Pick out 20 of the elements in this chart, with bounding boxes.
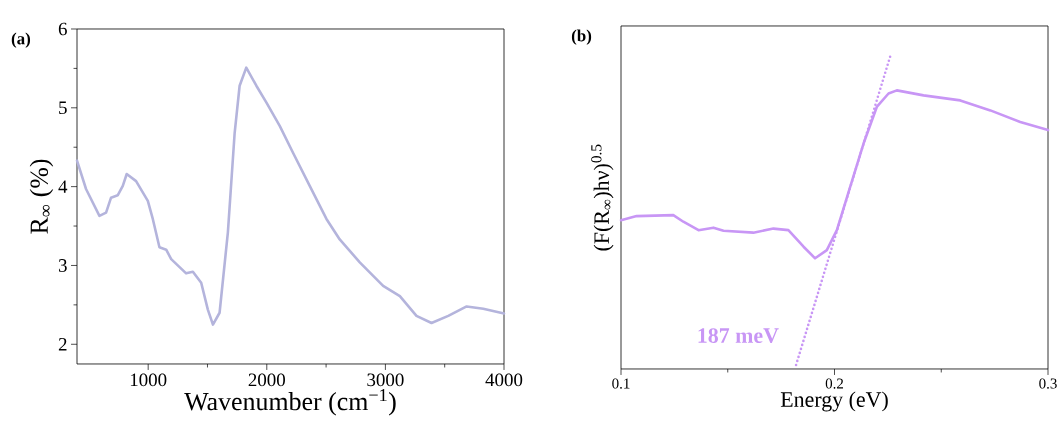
y-axis-title: (F(R$_{∞}$)hν)$^{0.5}$ bbox=[591, 144, 614, 251]
line-series bbox=[75, 66, 506, 326]
chart-title: (a) bbox=[11, 32, 31, 48]
annotation: 187 meV bbox=[698, 328, 779, 344]
x-tick-label: 3000 bbox=[367, 373, 404, 387]
x-tick-label: 0.1 bbox=[612, 378, 630, 389]
x-tick-label: 2000 bbox=[248, 373, 285, 387]
x-tick-label: 0.3 bbox=[1039, 378, 1057, 389]
y-tick-label: 6 bbox=[58, 22, 67, 36]
y-tick-label: 3 bbox=[58, 259, 67, 272]
y-tick-label: 2 bbox=[58, 338, 67, 351]
x-tick-label: 4000 bbox=[485, 373, 523, 387]
x-tick-label: 1000 bbox=[130, 373, 167, 387]
x-axis-title: Wavenumber (cm$^{−1}$) bbox=[184, 389, 396, 416]
chart-title: (b) bbox=[571, 29, 592, 45]
x-tick-label: 0.2 bbox=[825, 378, 844, 389]
x-axis-title: Energy (eV) bbox=[780, 391, 888, 412]
y-axis-title: R$_{∞}$ (%) bbox=[29, 159, 54, 234]
y-tick-label: 4 bbox=[58, 180, 68, 193]
y-tick-label: 5 bbox=[59, 101, 67, 115]
